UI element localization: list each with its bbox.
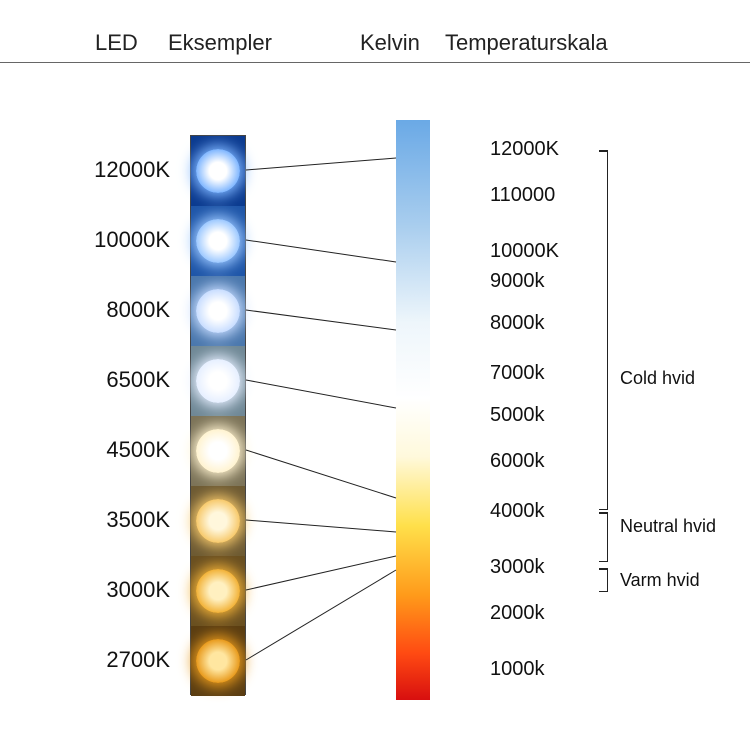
scale-label: 8000k (490, 312, 545, 335)
led-cell (191, 276, 245, 346)
bracket (600, 568, 608, 592)
led-cell (191, 556, 245, 626)
bracket-label: Cold hvid (620, 368, 695, 389)
led-label: 2700K (60, 647, 170, 673)
bracket (600, 150, 608, 510)
led-cell (191, 136, 245, 206)
led-glow-icon (196, 499, 240, 543)
bracket-label: Neutral hvid (620, 516, 716, 537)
bracket-label: Varm hvid (620, 570, 700, 591)
led-label: 8000K (60, 297, 170, 323)
led-label: 10000K (60, 227, 170, 253)
scale-label: 3000k (490, 556, 545, 579)
scale-label: 110000 (490, 184, 555, 207)
connector-line (246, 310, 396, 330)
connector-line (246, 380, 396, 408)
led-glow-icon (196, 289, 240, 333)
connector-line (246, 556, 396, 590)
scale-label: 9000k (490, 270, 545, 293)
led-cell (191, 416, 245, 486)
connector-line (246, 570, 396, 660)
led-label: 4500K (60, 437, 170, 463)
led-glow-icon (196, 219, 240, 263)
led-glow-icon (196, 569, 240, 613)
bracket (600, 512, 608, 562)
kelvin-scale-bar (396, 120, 430, 700)
scale-label: 6000k (490, 450, 545, 473)
scale-label: 7000k (490, 362, 545, 385)
scale-label: 5000k (490, 404, 545, 427)
header-eksempler: Eksempler (168, 30, 272, 56)
scale-label: 10000K (490, 240, 559, 263)
led-label: 3000K (60, 577, 170, 603)
led-cell (191, 346, 245, 416)
header-temperaturskala: Temperaturskala (445, 30, 608, 56)
scale-label: 4000k (490, 500, 545, 523)
connector-line (246, 158, 396, 170)
led-glow-icon (196, 429, 240, 473)
led-strip (190, 135, 246, 695)
led-glow-icon (196, 149, 240, 193)
header-divider (0, 62, 750, 63)
header-led: LED (95, 30, 138, 56)
led-cell (191, 486, 245, 556)
scale-label: 1000k (490, 658, 545, 681)
led-label: 12000K (60, 157, 170, 183)
led-cell (191, 626, 245, 696)
led-cell (191, 206, 245, 276)
scale-label: 12000K (490, 138, 559, 161)
header-kelvin: Kelvin (360, 30, 420, 56)
scale-label: 2000k (490, 602, 545, 625)
connector-line (246, 450, 396, 498)
led-glow-icon (196, 359, 240, 403)
led-label: 3500K (60, 507, 170, 533)
led-glow-icon (196, 639, 240, 683)
connector-line (246, 520, 396, 532)
led-label: 6500K (60, 367, 170, 393)
connector-line (246, 240, 396, 262)
